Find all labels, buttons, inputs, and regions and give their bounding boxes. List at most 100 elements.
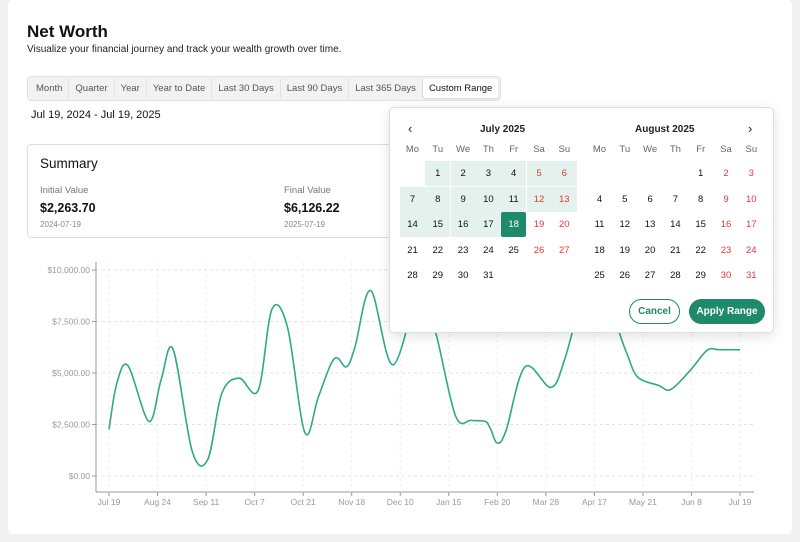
- calendar-day[interactable]: 12: [619, 219, 631, 230]
- calendar-day[interactable]: 19: [533, 219, 545, 230]
- calendar-day[interactable]: 1: [698, 168, 704, 179]
- calendar-day[interactable]: 21: [670, 244, 681, 256]
- calendar-day[interactable]: 19: [619, 244, 631, 256]
- calendar-day[interactable]: 15: [695, 219, 706, 230]
- calendar-day[interactable]: 16: [720, 219, 732, 230]
- calendar-day[interactable]: 6: [551, 161, 577, 186]
- calendar-day[interactable]: 18: [501, 212, 527, 237]
- initial-value: $2,263.70: [40, 201, 96, 215]
- calendar-day[interactable]: 10: [475, 186, 501, 212]
- calendar-day[interactable]: 2: [450, 161, 476, 186]
- final-value: $6,126.22: [284, 201, 340, 215]
- tab-month[interactable]: Month: [30, 79, 70, 98]
- calendar-day[interactable]: 13: [644, 219, 656, 230]
- calendar-day[interactable]: 28: [407, 270, 418, 281]
- calendar-day[interactable]: 31: [483, 270, 494, 281]
- calendar-day[interactable]: 11: [501, 186, 527, 212]
- tab-last-365-days[interactable]: Last 365 Days: [349, 79, 423, 98]
- initial-value-label: Initial Value: [40, 185, 89, 196]
- summary-panel: Summary Initial Value $2,263.70 2024-07-…: [27, 144, 427, 238]
- calendar-day[interactable]: 5: [622, 193, 628, 205]
- x-tick-label: Aug 24: [144, 497, 171, 507]
- month-title-left: July 2025: [480, 124, 526, 135]
- calendar-day[interactable]: 1: [425, 161, 451, 186]
- calendar-day[interactable]: 21: [407, 244, 418, 256]
- weekday-label: Su: [558, 144, 571, 155]
- calendar-day[interactable]: 3: [475, 161, 501, 186]
- calendar-day[interactable]: 27: [559, 244, 570, 256]
- calendar-day[interactable]: 26: [619, 270, 631, 281]
- x-tick-label: Sep 11: [193, 497, 220, 507]
- x-tick-label: Oct 7: [244, 497, 265, 507]
- tab-last-30-days[interactable]: Last 30 Days: [212, 79, 281, 98]
- calendar-day[interactable]: 18: [594, 244, 605, 256]
- x-tick-label: Jun 8: [681, 497, 702, 507]
- weekday-label: Fr: [509, 144, 519, 155]
- tab-year[interactable]: Year: [115, 79, 147, 98]
- calendar-day[interactable]: 16: [450, 212, 476, 237]
- calendar-day[interactable]: 9: [450, 186, 476, 212]
- calendar-day[interactable]: 3: [748, 168, 754, 179]
- apply-range-button[interactable]: Apply Range: [689, 299, 765, 324]
- calendar-day[interactable]: 8: [425, 186, 451, 212]
- calendar-day[interactable]: 10: [746, 193, 757, 205]
- next-month-icon[interactable]: ›: [748, 121, 753, 136]
- calendar-day[interactable]: 22: [695, 244, 706, 256]
- page-subtitle: Visualize your financial journey and tra…: [27, 44, 342, 55]
- calendar-day[interactable]: 23: [457, 244, 469, 256]
- calendar-day[interactable]: 4: [596, 193, 603, 205]
- cancel-button[interactable]: Cancel: [629, 299, 680, 324]
- calendar-day[interactable]: 7: [400, 186, 425, 212]
- calendar-day[interactable]: 2: [723, 168, 729, 179]
- calendar-day[interactable]: 17: [746, 219, 757, 230]
- tab-quarter[interactable]: Quarter: [69, 79, 115, 98]
- calendar-day[interactable]: 7: [672, 193, 679, 205]
- calendar-day[interactable]: 23: [720, 244, 732, 256]
- calendar-day[interactable]: 15: [425, 212, 451, 237]
- calendar-day[interactable]: 11: [594, 219, 605, 230]
- tab-last-90-days[interactable]: Last 90 Days: [281, 79, 350, 98]
- calendar-day[interactable]: 13: [551, 186, 577, 212]
- weekday-label: Th: [482, 144, 494, 155]
- weekday-label: Tu: [619, 144, 631, 155]
- y-tick-label: $10,000.00: [47, 265, 90, 275]
- calendar-day[interactable]: 22: [432, 244, 444, 256]
- calendar-day[interactable]: 28: [670, 270, 681, 281]
- calendar-day[interactable]: 12: [526, 186, 552, 212]
- calendar-day[interactable]: 8: [698, 193, 704, 205]
- x-tick-label: Nov 18: [338, 497, 365, 507]
- initial-value-stat: Initial Value $2,263.70 2024-07-19: [40, 185, 96, 229]
- x-tick-label: Mar 28: [533, 497, 560, 507]
- calendar-day[interactable]: 14: [400, 212, 425, 237]
- calendar-day[interactable]: 17: [475, 212, 501, 237]
- calendar-day[interactable]: 27: [644, 270, 656, 281]
- calendar-day[interactable]: 30: [457, 270, 469, 281]
- x-tick-label: Apr 17: [582, 497, 607, 507]
- x-tick-label: Feb 20: [484, 497, 511, 507]
- prev-month-icon[interactable]: ‹: [408, 121, 413, 136]
- calendar-day[interactable]: 24: [483, 244, 494, 256]
- calendar-day[interactable]: 20: [559, 219, 570, 230]
- calendar-day[interactable]: 9: [723, 193, 729, 205]
- calendar-day[interactable]: 6: [647, 193, 653, 205]
- calendar-day[interactable]: 14: [670, 219, 681, 230]
- calendar-day[interactable]: 30: [720, 270, 732, 281]
- calendar-day[interactable]: 26: [533, 244, 545, 256]
- calendar-day[interactable]: 20: [644, 244, 656, 256]
- calendar-day[interactable]: 29: [432, 270, 444, 281]
- tab-custom-range[interactable]: Custom Range: [422, 79, 499, 98]
- weekday-label: Fr: [696, 144, 706, 155]
- final-date: 2025-07-19: [284, 220, 325, 229]
- calendar-day[interactable]: 24: [746, 244, 757, 256]
- weekday-label: Mo: [592, 144, 607, 155]
- calendar-day[interactable]: 5: [526, 161, 552, 186]
- weekday-label: Mo: [405, 144, 420, 155]
- y-tick-label: $5,000.00: [52, 368, 90, 378]
- tab-year-to-date[interactable]: Year to Date: [147, 79, 213, 98]
- calendar-day[interactable]: 25: [594, 270, 605, 281]
- calendar-day[interactable]: 25: [508, 244, 519, 256]
- range-tabs: Month Quarter Year Year to Date Last 30 Days…: [27, 76, 502, 101]
- calendar-day[interactable]: 4: [501, 161, 527, 186]
- calendar-day[interactable]: 31: [746, 270, 757, 281]
- calendar-day[interactable]: 29: [695, 270, 706, 281]
